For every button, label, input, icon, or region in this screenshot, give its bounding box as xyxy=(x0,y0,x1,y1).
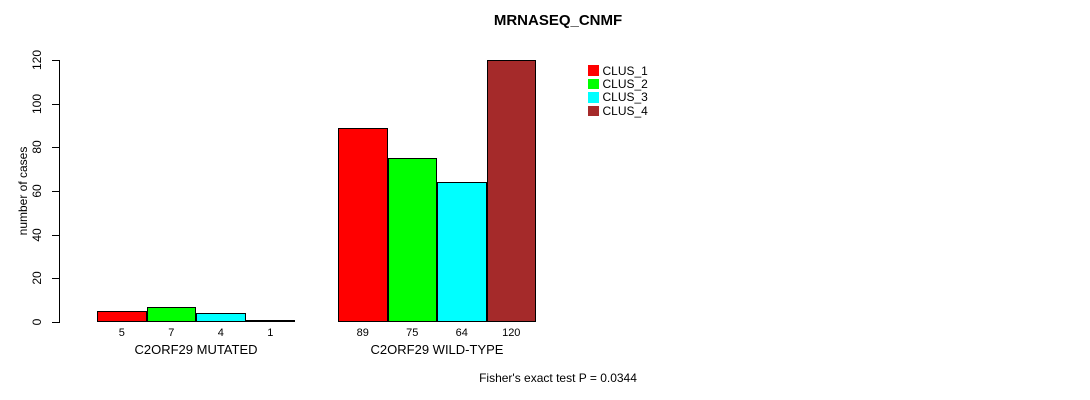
bar-clus_3 xyxy=(196,313,246,322)
y-tick-label: 120 xyxy=(30,49,44,71)
bar-clus_2 xyxy=(146,306,196,322)
x-category-label: C2ORF29 WILD-TYPE xyxy=(370,342,504,357)
legend: CLUS_1 CLUS_2 CLUS_3 CLUS_4 xyxy=(588,64,648,118)
legend-item: CLUS_4 xyxy=(588,104,648,117)
legend-item-label: CLUS_1 xyxy=(602,63,648,78)
y-tick xyxy=(52,191,59,192)
legend-item-label: CLUS_4 xyxy=(602,103,648,118)
y-tick-label: 100 xyxy=(30,93,44,114)
y-tick xyxy=(52,60,59,61)
legend-item: CLUS_2 xyxy=(588,77,648,90)
bar-value-label: 64 xyxy=(455,327,468,339)
bar-value-label: 89 xyxy=(356,327,369,339)
bar-clus_1 xyxy=(338,127,388,322)
chart-title: MRNASEQ_CNMF xyxy=(493,12,623,29)
y-axis-label: number of cases xyxy=(16,146,30,236)
legend-swatch-icon xyxy=(588,78,599,90)
y-tick-label: 20 xyxy=(30,271,44,286)
bar-clus_4 xyxy=(245,319,295,322)
legend-item: CLUS_3 xyxy=(588,91,648,104)
bar-clus_1 xyxy=(97,311,147,322)
bar-clus_2 xyxy=(387,158,437,322)
bar-value-label: 75 xyxy=(406,327,419,339)
y-tick xyxy=(52,103,59,105)
legend-item-label: CLUS_3 xyxy=(602,90,648,105)
bar-value-label: 5 xyxy=(118,327,125,339)
legend-swatch-icon xyxy=(588,105,599,117)
y-tick xyxy=(52,278,59,280)
y-tick xyxy=(52,234,59,236)
y-tick-label: 80 xyxy=(30,140,44,155)
y-tick-label: 0 xyxy=(30,318,44,326)
bar-clus_3 xyxy=(437,182,487,322)
y-tick-label: 60 xyxy=(30,184,44,198)
legend-swatch-icon xyxy=(588,92,599,103)
bar-value-label: 120 xyxy=(502,327,521,339)
legend-item: CLUS_1 xyxy=(588,64,648,77)
y-tick xyxy=(52,322,59,323)
bar-value-label: 4 xyxy=(217,327,224,339)
y-tick xyxy=(52,147,59,149)
x-category-label: C2ORF29 MUTATED xyxy=(134,342,258,357)
y-tick-label: 40 xyxy=(30,227,44,242)
bar-clus_4 xyxy=(486,60,536,322)
legend-item-label: CLUS_2 xyxy=(602,77,648,92)
y-axis-line xyxy=(59,60,60,323)
bar-value-label: 1 xyxy=(267,327,274,339)
stat-annotation: Fisher's exact test P = 0.0344 xyxy=(479,371,637,385)
legend-swatch-icon xyxy=(588,65,599,76)
bar-value-label: 7 xyxy=(168,327,175,339)
